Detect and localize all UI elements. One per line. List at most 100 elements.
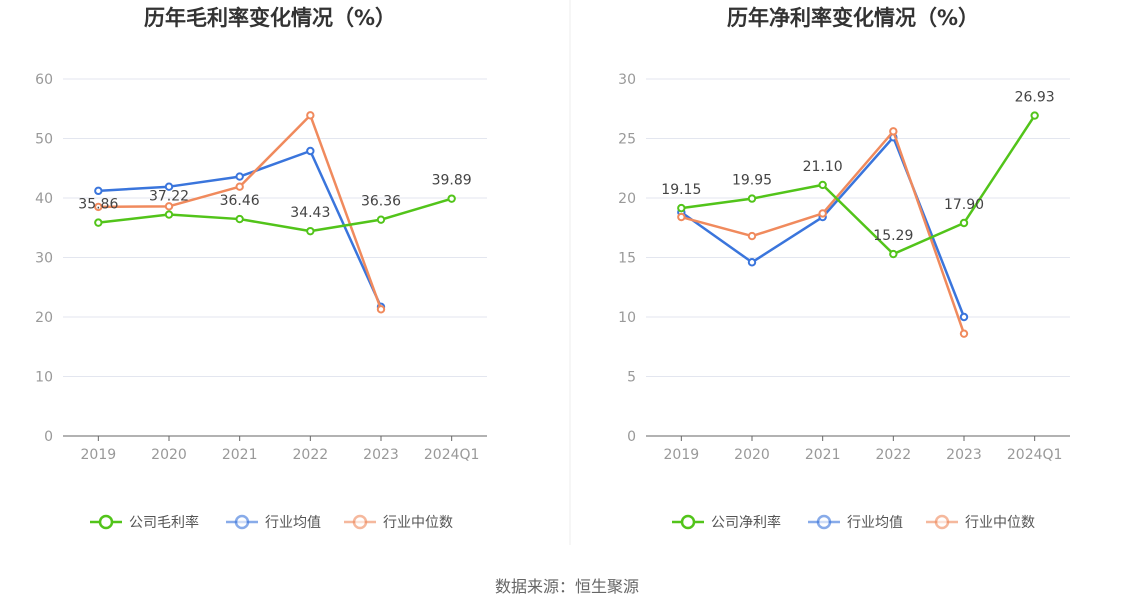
legend-label: 行业中位数 [383,515,453,531]
legend-label: 行业均值 [265,515,321,531]
data-point[interactable] [889,249,898,259]
data-label: 19.15 [661,182,701,198]
y-tick-label: 20 [35,310,53,326]
data-point[interactable] [1030,111,1039,120]
data-point[interactable] [747,258,757,267]
axes: 0 10 20 30 40 50 60 2019 2020 2021 2022 2023 2024Q1 [35,72,487,463]
x-tick-label: 2024Q1 [424,447,480,463]
legend-label: 行业均值 [847,515,903,531]
legend: 公司净利率 行业均值 行业中位数 [672,514,1035,531]
y-tick-label: 0 [44,429,53,445]
legend-swatch-marker [234,514,250,530]
data-point[interactable] [747,231,757,241]
legend-swatch-marker [816,514,832,530]
x-tick-label: 2023 [363,447,399,463]
series-line [98,197,453,233]
data-point[interactable] [376,305,386,314]
data-point[interactable] [818,180,827,190]
data-label: 15.29 [873,228,913,244]
data-point[interactable] [306,111,315,120]
legend: 公司毛利率 行业均值 行业中位数 [90,514,453,531]
grid [63,78,487,377]
x-tick-label: 2019 [81,447,117,463]
x-tick-label: 2020 [151,447,187,463]
x-tick-label: 2021 [222,447,258,463]
y-tick-label: 25 [618,132,636,148]
y-tick-label: 60 [35,72,53,88]
data-labels: 35.86 37.22 36.46 34.43 36.36 39.89 [78,173,471,221]
data-labels: 19.15 19.95 21.10 15.29 17.90 26.93 [661,90,1054,245]
series-line [681,114,1036,256]
data-point[interactable] [447,194,456,203]
data-point[interactable] [235,172,244,181]
y-tick-label: 10 [35,370,53,386]
chart-title: 历年毛利率变化情况（%） [144,6,396,30]
data-label: 36.46 [220,193,260,209]
legend-label: 公司净利率 [711,514,781,531]
data-label: 36.36 [361,194,401,210]
y-tick-label: 10 [618,310,636,326]
legend-label: 行业中位数 [965,515,1035,531]
x-tick-label: 2021 [805,447,841,463]
data-point[interactable] [959,329,969,338]
data-point[interactable] [959,312,969,322]
data-point[interactable] [94,186,103,196]
legend-item[interactable]: 行业均值 [226,514,321,531]
x-tick-label: 2022 [876,447,912,463]
y-tick-label: 5 [627,370,636,386]
y-tick-label: 15 [618,251,636,267]
data-point[interactable] [164,182,174,191]
data-point[interactable] [164,210,174,219]
data-point[interactable] [94,202,103,212]
legend-item[interactable]: 行业中位数 [926,514,1035,531]
data-label: 39.89 [432,173,472,189]
data-point[interactable] [677,203,686,213]
legend-item[interactable]: 公司净利率 [672,514,781,531]
data-label: 26.93 [1015,90,1055,106]
y-tick-label: 20 [618,191,636,207]
data-point[interactable] [164,202,174,211]
series [94,111,456,314]
data-point[interactable] [306,226,315,236]
data-point[interactable] [376,215,386,224]
legend-item[interactable]: 行业中位数 [344,514,453,531]
y-tick-label: 0 [627,429,636,445]
axes: 0 5 10 15 20 25 30 2019 2020 2021 2022 2023 2024Q1 [618,72,1070,463]
data-label: 17.90 [944,197,984,213]
data-label: 37.22 [149,189,189,205]
chart-title: 历年净利率变化情况（%） [727,6,979,30]
net-margin-chart: 历年净利率变化情况（%） 0 5 10 15 20 25 30 2019 2020 2021 202… [618,6,1070,531]
y-tick-label: 30 [35,251,53,267]
data-point[interactable] [306,146,315,156]
data-point[interactable] [677,212,686,222]
data-point[interactable] [889,127,898,136]
data-point[interactable] [235,214,244,224]
y-tick-label: 50 [35,132,53,148]
data-label: 21.10 [803,159,843,175]
data-point[interactable] [747,194,757,203]
y-tick-label: 30 [618,72,636,88]
data-label: 19.95 [732,173,772,189]
data-point[interactable] [94,218,103,227]
grid [646,78,1070,377]
data-label: 34.43 [290,205,330,221]
source-note: 数据来源：恒生聚源 [495,577,639,596]
legend-swatch-marker [98,514,114,530]
x-tick-label: 2024Q1 [1007,447,1063,463]
data-label: 35.86 [78,197,118,213]
x-tick-label: 2023 [946,447,982,463]
data-point[interactable] [818,209,827,218]
legend-item[interactable]: 公司毛利率 [90,514,199,531]
x-tick-label: 2019 [664,447,700,463]
data-point[interactable] [235,182,244,191]
legend-swatch-marker [934,514,950,530]
legend-swatch-marker [352,514,368,530]
y-tick-label: 40 [35,191,53,207]
data-point[interactable] [959,218,969,228]
series [677,111,1039,338]
gross-margin-chart: 历年毛利率变化情况（%） 0 10 20 30 40 50 60 2019 2020 2021 20… [35,6,487,531]
x-tick-label: 2022 [293,447,329,463]
legend-item[interactable]: 行业均值 [808,514,903,531]
x-tick-label: 2020 [734,447,770,463]
